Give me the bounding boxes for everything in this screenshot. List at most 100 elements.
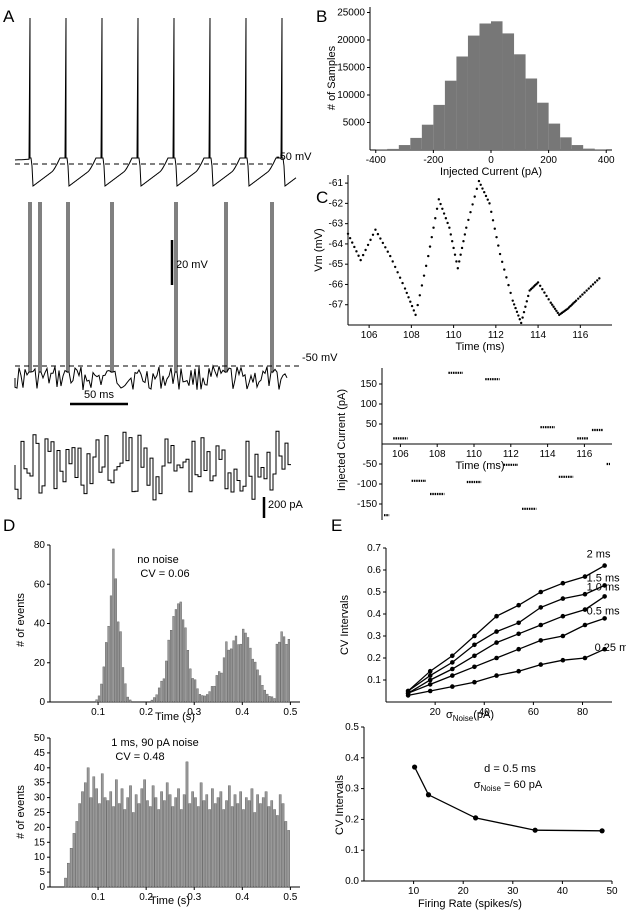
histogram-bar: [280, 631, 283, 703]
vm-point: [486, 198, 489, 201]
y-tick-label: 0.2: [345, 814, 359, 825]
histogram-bar: [210, 686, 214, 703]
series-line: [407, 565, 605, 692]
y-axis-label: # of Samples: [326, 45, 338, 110]
histogram-bar: [244, 632, 247, 703]
chart-e-cv-vs-rate: 0.0 0.1 0.2 0.3 0.4 0.5 10 20 30 40 50 Firing Rate …: [334, 722, 618, 910]
histogram-bar: [78, 803, 81, 888]
threshold-label-top: -50 mV: [276, 151, 312, 163]
histogram-bar: [548, 123, 561, 150]
y-tick-label: 10000: [337, 90, 365, 101]
histogram-bar: [134, 794, 138, 888]
series-point: [560, 633, 566, 639]
histogram-bar: [267, 806, 271, 888]
histogram-bar: [126, 696, 129, 703]
histogram-bar: [287, 639, 290, 703]
vm-point: [379, 237, 382, 240]
chart-d-no-noise-histogram: 0 20 40 60 80 0.1 0.2 0.3 0.4 0.5 Time (s) # of eve…: [15, 540, 300, 723]
vm-point: [437, 198, 441, 201]
histogram-bar: [258, 675, 262, 703]
vm-point: [479, 183, 482, 186]
histogram-bar: [227, 649, 230, 703]
y-tick-label: -65: [329, 259, 344, 270]
scale-label-voltage: 20 mV: [176, 259, 208, 271]
vm-point: [435, 207, 439, 210]
vm-point: [524, 305, 527, 308]
y-tick-label: 0.6: [367, 565, 381, 576]
y-tick-label: -64: [329, 239, 344, 250]
x-tick-label: 0.1: [91, 892, 105, 903]
vm-point: [500, 260, 504, 264]
histogram-bar: [514, 54, 526, 150]
x-tick-label: 0.1: [91, 707, 105, 718]
series-point: [516, 620, 521, 626]
y-tick-label: 0.0: [345, 876, 359, 887]
y-tick-label: -61: [329, 178, 344, 189]
histogram-bar: [129, 785, 132, 888]
histogram-bar: [263, 689, 266, 703]
histogram-bar: [143, 779, 146, 888]
histogram-bar: [107, 625, 110, 703]
histogram-bar: [216, 797, 220, 888]
vm-point: [366, 243, 370, 247]
histogram-bar: [153, 697, 156, 703]
annotation: 1 ms, 90 pA noise: [111, 737, 198, 749]
vm-point: [441, 207, 444, 210]
series-point: [494, 613, 499, 619]
histogram-bar: [215, 675, 218, 703]
vm-point: [515, 310, 519, 314]
histogram-bar: [261, 685, 264, 703]
y-tick-label: 0: [39, 882, 45, 893]
vm-point: [386, 250, 389, 253]
histogram-bar: [281, 803, 285, 888]
histogram-bar: [268, 696, 271, 703]
panel-letter-b: B: [316, 7, 327, 26]
series-line: [407, 648, 605, 697]
histogram-bar: [140, 788, 144, 888]
y-tick-label: 50: [34, 733, 46, 744]
histogram-bar: [571, 145, 584, 150]
vm-point: [407, 296, 410, 299]
series-point: [532, 827, 538, 833]
histogram-bar: [284, 821, 288, 888]
x-axis-label: Firing Rate (spikes/s): [418, 898, 522, 910]
series-point: [582, 607, 588, 612]
vm-point: [455, 260, 458, 263]
vm-point: [525, 300, 529, 303]
vm-point: [418, 294, 422, 297]
histogram-bar: [276, 815, 279, 888]
vm-point: [477, 179, 481, 183]
series-point: [582, 622, 588, 628]
histogram-bar: [194, 797, 197, 888]
histogram-bar: [583, 148, 595, 150]
vm-point: [469, 210, 472, 214]
series-point: [602, 583, 607, 588]
series-point: [538, 622, 544, 628]
histogram-bar: [163, 800, 166, 888]
x-axis-label: Injected Current (pA): [440, 166, 542, 178]
vm-point: [427, 254, 430, 258]
vm-point: [393, 265, 397, 269]
x-tick-label: -400: [366, 155, 386, 166]
series-point: [472, 653, 477, 659]
series-point: [427, 688, 433, 694]
x-tick-label: 106: [361, 330, 378, 341]
histogram-bar: [86, 767, 90, 888]
series-point: [602, 616, 607, 621]
vm-point: [361, 253, 365, 257]
y-tick-label: 20000: [337, 35, 365, 46]
x-tick-label: 0.2: [139, 892, 153, 903]
vm-point: [416, 303, 419, 307]
vm-point: [432, 226, 435, 229]
histogram-bar: [95, 788, 98, 888]
histogram-bar: [186, 650, 190, 703]
y-tick-label: 0.4: [367, 609, 381, 620]
histogram-bar: [205, 794, 209, 888]
series-point: [405, 693, 411, 698]
histogram-bar: [120, 788, 124, 888]
vm-point: [574, 299, 578, 302]
histogram-bar: [208, 691, 211, 703]
x-tick-label: 108: [429, 449, 446, 460]
x-tick-label: 80: [577, 707, 589, 718]
